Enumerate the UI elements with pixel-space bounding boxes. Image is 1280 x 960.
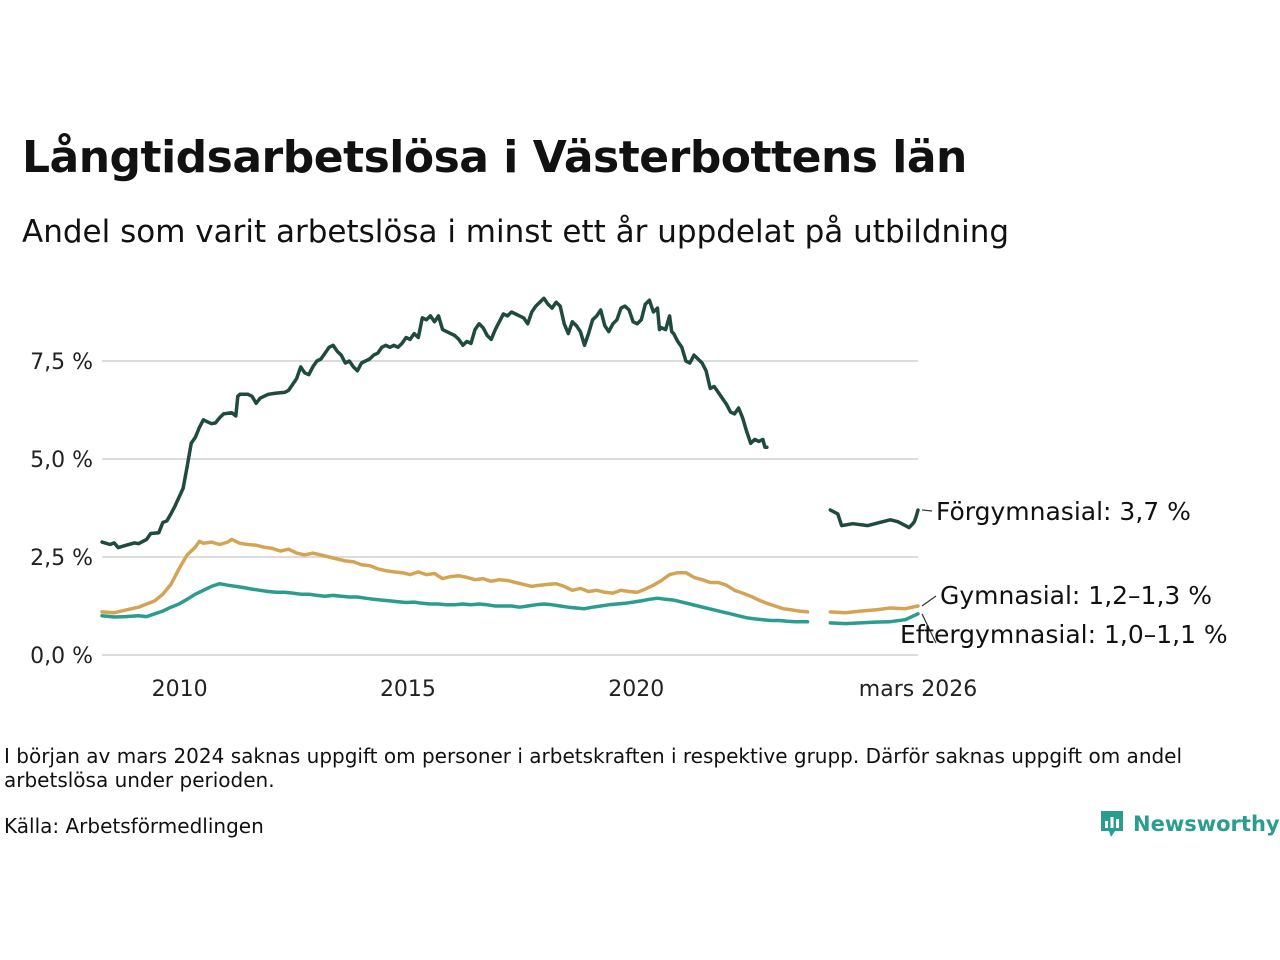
chart-subtitle: Andel som varit arbetslösa i minst ett å… xyxy=(22,214,1010,250)
series-line-eftergymnasial xyxy=(100,581,810,624)
y-tick-label-3: 7,5 % xyxy=(30,350,93,375)
series-line-förgymnasial xyxy=(100,296,769,550)
label-connector-eftergymnasial xyxy=(921,613,937,644)
series-label-förgymnasial: Förgymnasial: 3,7 % xyxy=(936,497,1191,526)
newsworthy-logo-text: Newsworthy xyxy=(1133,812,1280,836)
chart-title: Långtidsarbetslösa i Västerbottens län xyxy=(22,132,967,183)
label-connector-förgymnasial xyxy=(921,509,933,512)
newsworthy-logo: Newsworthy xyxy=(1099,809,1280,839)
x-tick-label-3: mars 2026 xyxy=(859,677,977,702)
label-connector-gymnasial xyxy=(921,595,937,607)
series-label-eftergymnasial: Eftergymnasial: 1,0–1,1 % xyxy=(900,620,1228,649)
y-tick-label-0: 0,0 % xyxy=(30,644,93,669)
footnote: I början av mars 2024 saknas uppgift om … xyxy=(4,744,1183,792)
newsworthy-logo-icon xyxy=(1101,811,1123,837)
series-line-förgymnasial-after-gap xyxy=(828,508,920,530)
series-line-gymnasial xyxy=(100,537,810,615)
x-tick-label-2: 2020 xyxy=(608,677,664,702)
y-tick-label-2: 5,0 % xyxy=(30,448,93,473)
series-line-eftergymnasial-after-gap xyxy=(828,612,920,626)
x-tick-label-0: 2010 xyxy=(152,677,208,702)
series-line-gymnasial-after-gap xyxy=(828,604,920,615)
x-tick-label-1: 2015 xyxy=(380,677,436,702)
series-label-gymnasial: Gymnasial: 1,2–1,3 % xyxy=(940,581,1212,610)
source-text: Källa: Arbetsförmedlingen xyxy=(4,814,264,838)
y-tick-label-1: 2,5 % xyxy=(30,546,93,571)
